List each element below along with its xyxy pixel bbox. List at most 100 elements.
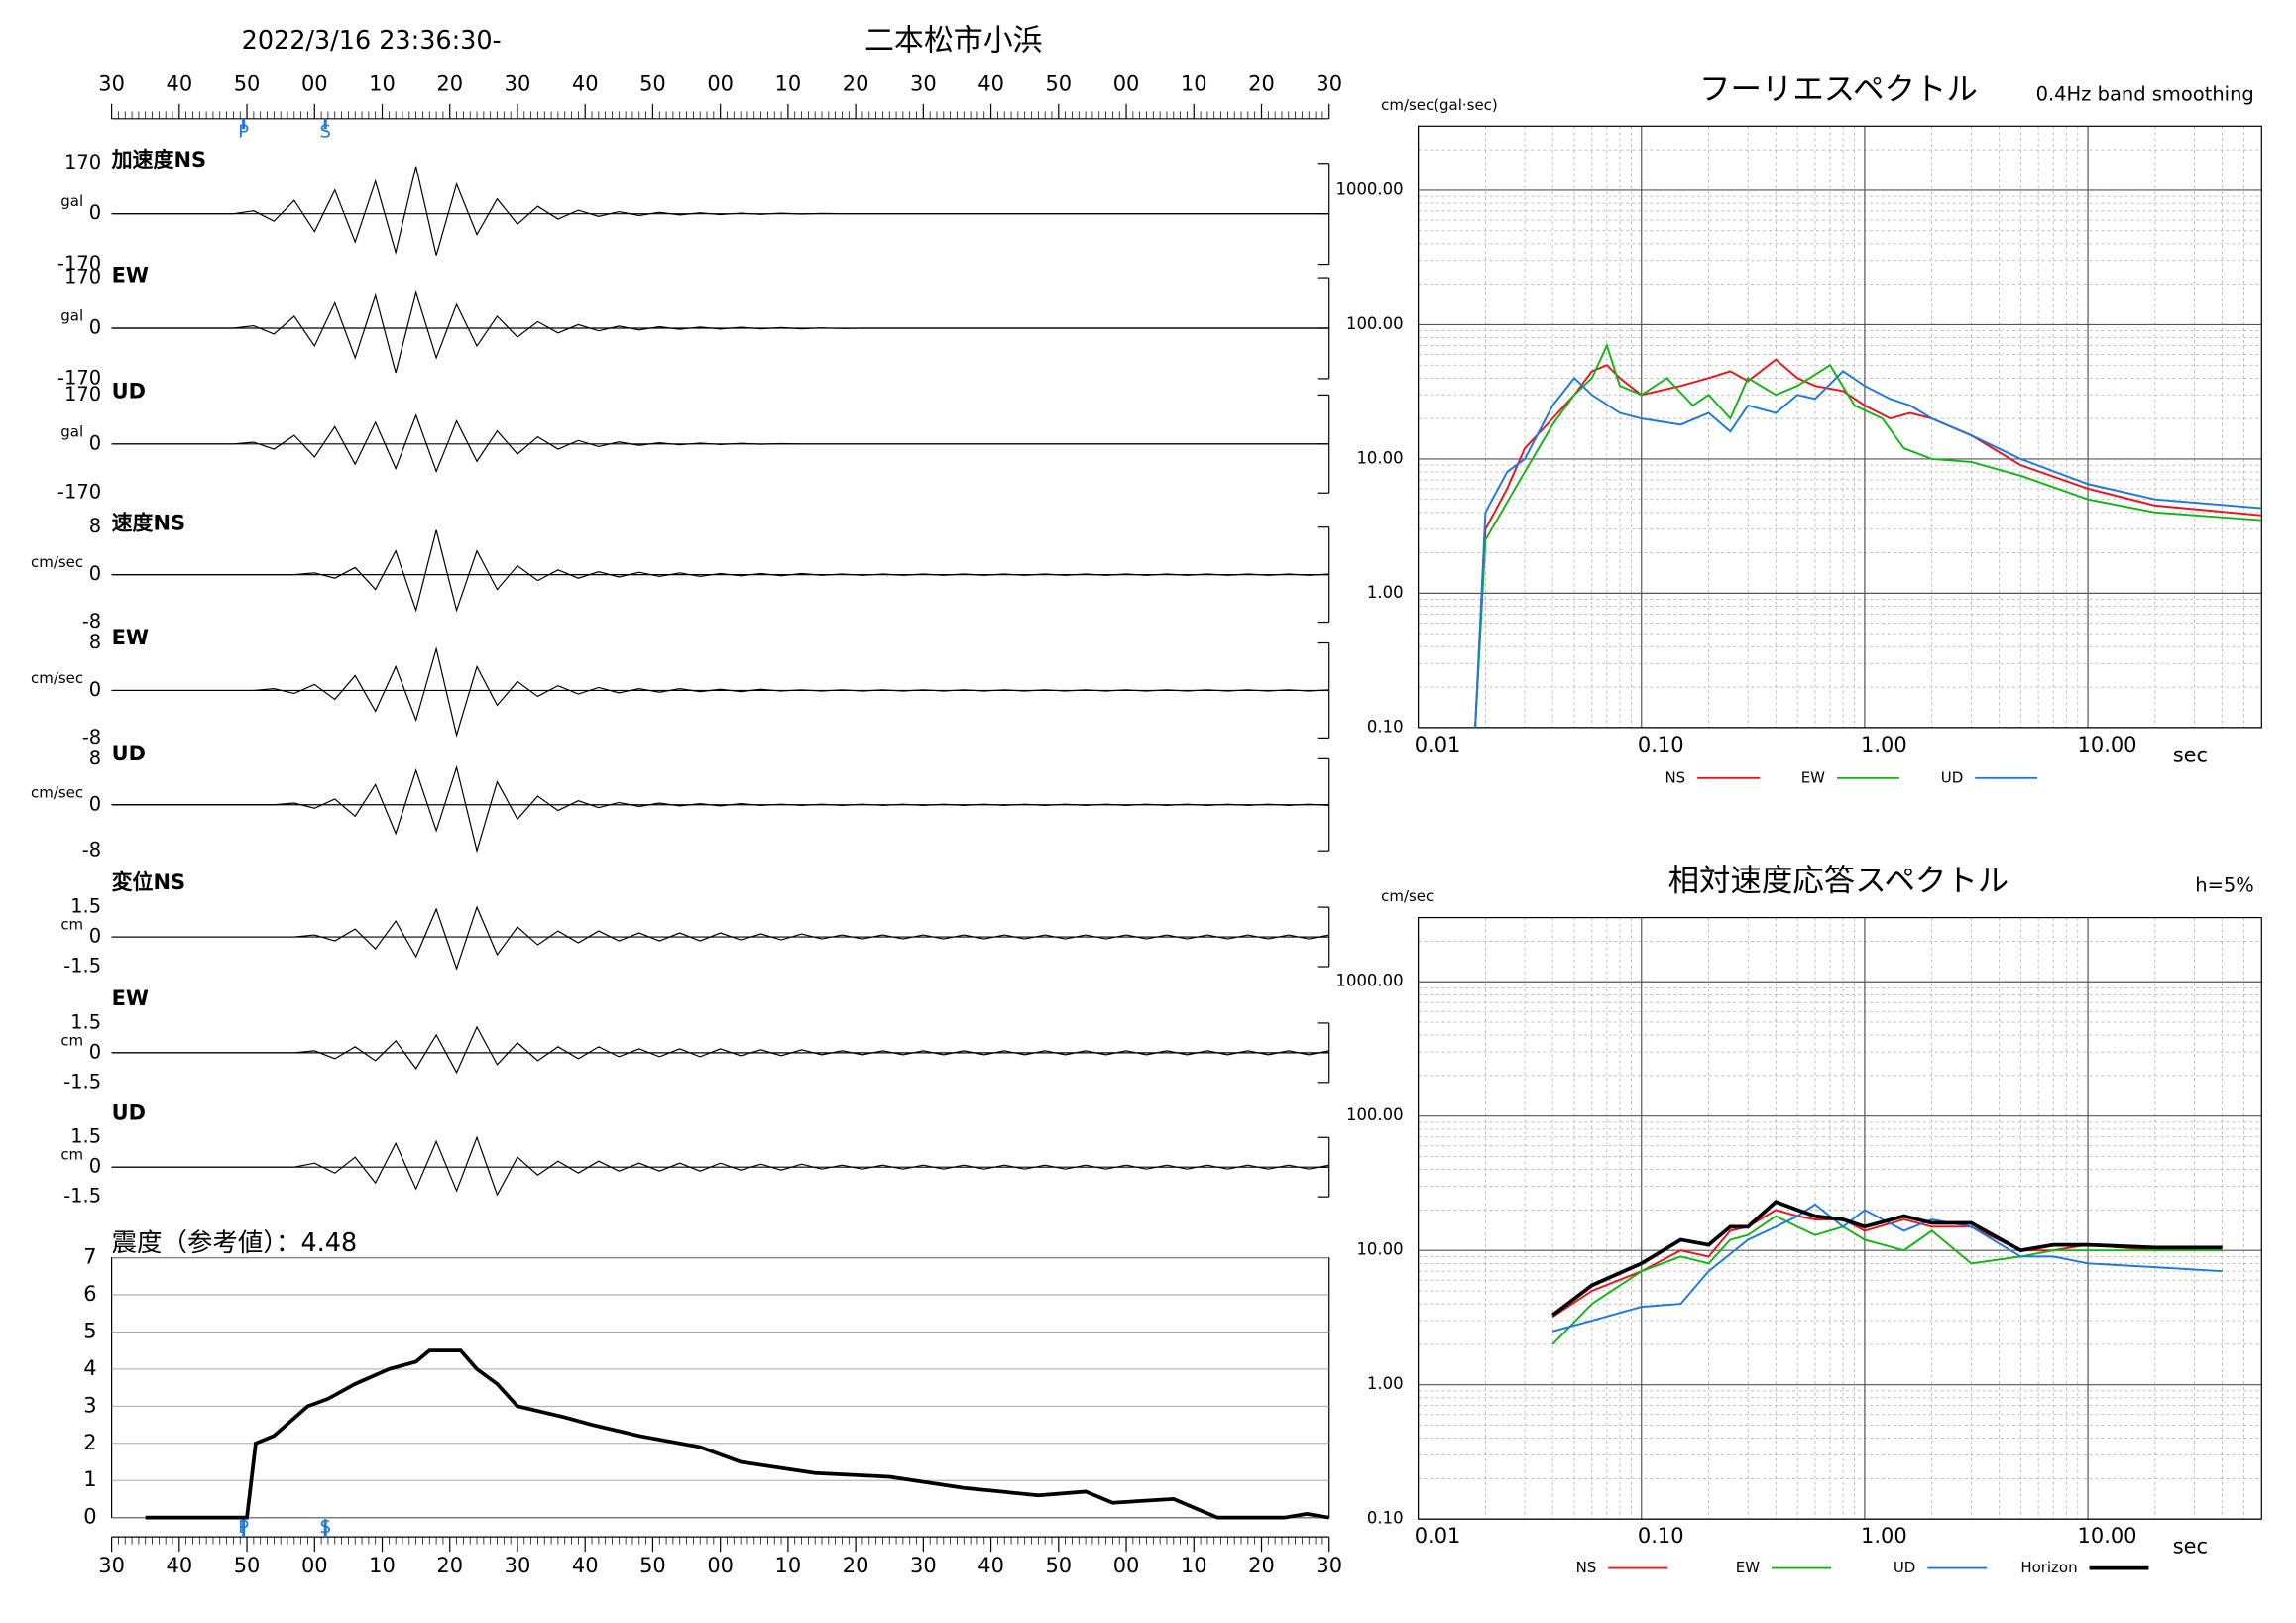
y-tick-label: 8 [89, 631, 101, 653]
x-tick-label: 10.00 [2078, 1524, 2137, 1548]
phase-label: P [238, 1517, 249, 1538]
x-tick-label: 30 [505, 71, 531, 95]
y-tick-label: 0 [83, 1505, 96, 1529]
spectrum-note: h=5% [2195, 874, 2254, 897]
legend-label: UD [1941, 768, 1963, 786]
y-tick-label: 0.10 [1367, 1509, 1404, 1528]
x-tick-label: 00 [707, 1554, 734, 1577]
y-tick-label: -170 [57, 252, 101, 275]
x-tick-label: 20 [436, 1554, 463, 1577]
start-time: 2022/3/16 23:36:30- [242, 26, 502, 56]
x-tick-label: 40 [977, 71, 1004, 95]
spectrum-line [1474, 358, 2262, 728]
x-tick-label: 20 [436, 71, 463, 95]
spectrum-line [1551, 1200, 2223, 1317]
x-tick-label: 40 [166, 1554, 192, 1577]
y-tick-label: 10.00 [1356, 448, 1403, 467]
y-tick-label: 170 [64, 383, 101, 406]
unit-label: cm [60, 1146, 83, 1164]
waveform [111, 646, 1329, 738]
x-tick-label: 30 [1316, 1554, 1342, 1577]
spectrum-title: フーリエスペクトル [1699, 71, 1978, 107]
y-tick-label: 6 [83, 1282, 96, 1306]
y-tick-label: 0.10 [1367, 717, 1404, 736]
x-tick-label: 00 [1113, 1554, 1140, 1577]
spectrum-line [1551, 1215, 2223, 1345]
phase-label: P [238, 121, 249, 142]
x-tick-label: 10 [775, 71, 802, 95]
x-tick-label: 30 [910, 71, 937, 95]
intensity-line [145, 1348, 1330, 1520]
unit-label: cm [60, 916, 83, 934]
x-tick-label: 20 [1248, 1554, 1275, 1577]
phase-label: S [319, 121, 330, 142]
spectrum-title: 相対速度応答スペクトル [1668, 864, 2009, 899]
x-tick-label: 10 [1181, 1554, 1207, 1577]
x-tick-label: 0.10 [1638, 1524, 1684, 1548]
waveform [111, 1135, 1329, 1197]
panel-name: UD [112, 1101, 146, 1124]
y-tick-label: 0 [89, 562, 101, 585]
y-tick-label: 8 [89, 515, 101, 537]
y-tick-label: 8 [89, 747, 101, 769]
x-tick-label: 50 [1045, 71, 1072, 95]
panel-name: EW [112, 626, 149, 649]
waveform [111, 290, 1329, 374]
y-tick-label: -170 [57, 366, 101, 389]
x-tick-label: 10 [369, 1554, 396, 1577]
x-tick-label: 30 [1316, 71, 1342, 95]
x-tick-label: 30 [98, 71, 125, 95]
y-tick-label: 10.00 [1356, 1240, 1403, 1259]
y-axis-label: cm/sec [1381, 887, 1434, 905]
y-tick-label: 100.00 [1346, 1105, 1404, 1124]
x-tick-label: 30 [910, 1554, 937, 1577]
x-tick-label: 00 [707, 71, 734, 95]
y-tick-label: 1.5 [70, 1010, 101, 1033]
y-tick-label: 100.00 [1346, 314, 1404, 333]
x-tick-label: 0.01 [1415, 733, 1461, 756]
legend-label: Horizon [2020, 1559, 2077, 1576]
x-axis-label: sec [2173, 743, 2208, 766]
panel-name: EW [112, 986, 149, 1010]
panel-name: UD [112, 742, 146, 765]
y-tick-label: 0 [89, 1040, 101, 1063]
legend-label: NS [1665, 768, 1685, 786]
y-tick-label: 0 [89, 925, 101, 948]
y-tick-label: 1.5 [70, 1125, 101, 1148]
x-tick-label: 20 [1248, 71, 1275, 95]
y-tick-label: 1000.00 [1335, 972, 1403, 990]
y-tick-label: -1.5 [63, 1185, 101, 1208]
plot-frame [1417, 125, 2262, 729]
unit-label: gal [60, 192, 83, 210]
y-tick-label: 1.00 [1367, 1374, 1404, 1393]
y-tick-label: 1.5 [70, 895, 101, 918]
y-tick-label: -1.5 [63, 955, 101, 978]
y-tick-label: -170 [57, 481, 101, 504]
unit-label: cm/sec [31, 669, 83, 687]
x-tick-label: 50 [1045, 1554, 1072, 1577]
unit-label: gal [60, 422, 83, 440]
y-tick-label: 1.00 [1367, 583, 1404, 602]
panel-name: UD [112, 379, 146, 403]
x-tick-label: 40 [977, 1554, 1004, 1577]
y-tick-label: 1000.00 [1335, 179, 1403, 198]
x-tick-label: 20 [843, 71, 869, 95]
y-tick-label: 7 [83, 1245, 96, 1269]
phase-label: S [319, 1517, 330, 1538]
y-tick-label: -8 [82, 726, 101, 749]
y-tick-label: 2 [83, 1431, 96, 1454]
x-tick-label: 50 [234, 1554, 261, 1577]
x-tick-label: 00 [1113, 71, 1140, 95]
unit-label: cm [60, 1031, 83, 1049]
spectrum-note: 0.4Hz band smoothing [2036, 82, 2254, 105]
y-tick-label: 170 [64, 266, 101, 289]
waveform [111, 764, 1329, 854]
x-tick-label: 1.00 [1861, 733, 1907, 756]
panel-name: EW [112, 264, 149, 288]
y-tick-label: 4 [83, 1356, 96, 1380]
x-tick-label: 40 [572, 71, 599, 95]
x-tick-label: 10 [369, 71, 396, 95]
x-tick-label: 10 [775, 1554, 802, 1577]
waveform [111, 166, 1329, 256]
